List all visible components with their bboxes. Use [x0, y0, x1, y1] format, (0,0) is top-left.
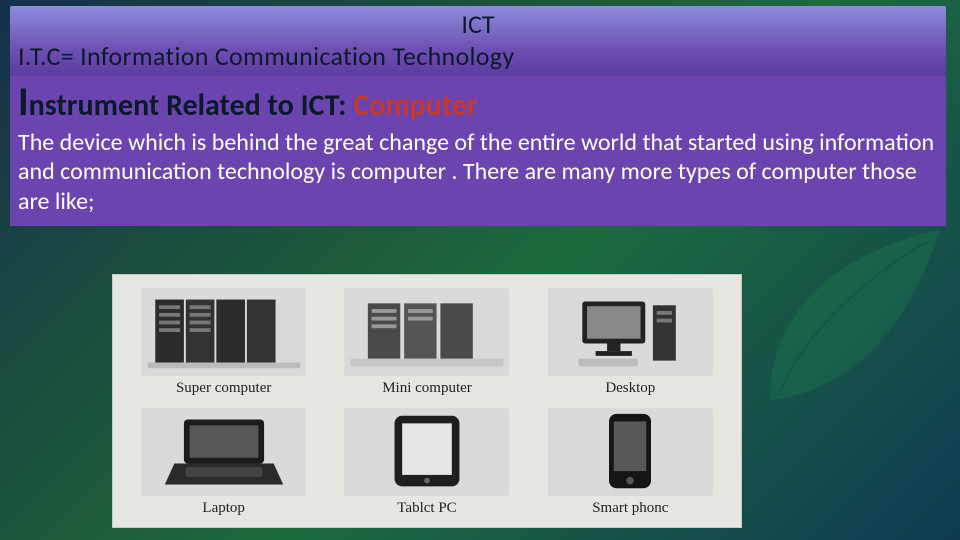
- leaf-decoration-icon: [750, 220, 950, 420]
- content-panel: Instrument Related to ICT: Computer The …: [10, 76, 946, 226]
- caption: Laptop: [202, 500, 245, 517]
- caption: Tablct PC: [397, 500, 456, 517]
- smart-phone-icon: [548, 408, 713, 496]
- laptop-icon: [141, 408, 306, 496]
- mini-computer-icon: [344, 288, 509, 376]
- super-computer-icon: [141, 288, 306, 376]
- slide: ICT I.T.C= Information Communication Tec…: [0, 0, 960, 540]
- header-box: ICT I.T.C= Information Communication Tec…: [10, 6, 946, 76]
- cell-laptop: Laptop: [129, 405, 318, 517]
- header-title-full: I.T.C= Information Communication Technol…: [18, 40, 938, 72]
- section-heading: Instrument Related to ICT: Computer: [18, 78, 938, 126]
- devices-figure: Super computer Mini computer: [112, 274, 742, 528]
- section-heading-highlight: Computer: [353, 87, 477, 124]
- caption: Desktop: [605, 380, 655, 397]
- caption: Super computer: [176, 380, 271, 397]
- header-title-short: ICT: [18, 8, 938, 40]
- caption: Smart phonc: [592, 500, 668, 517]
- cell-desktop: Desktop: [536, 285, 725, 397]
- section-heading-initial: I: [18, 77, 29, 126]
- cell-tablet-pc: Tablct PC: [332, 405, 521, 517]
- cell-smart-phone: Smart phonc: [536, 405, 725, 517]
- cell-super-computer: Super computer: [129, 285, 318, 397]
- section-heading-word: nstrument: [29, 87, 160, 124]
- caption: Mini computer: [382, 380, 472, 397]
- cell-mini-computer: Mini computer: [332, 285, 521, 397]
- desktop-icon: [548, 288, 713, 376]
- section-heading-mid: Related to ICT:: [159, 87, 353, 124]
- tablet-icon: [344, 408, 509, 496]
- body-paragraph: The device which is behind the great cha…: [18, 128, 938, 216]
